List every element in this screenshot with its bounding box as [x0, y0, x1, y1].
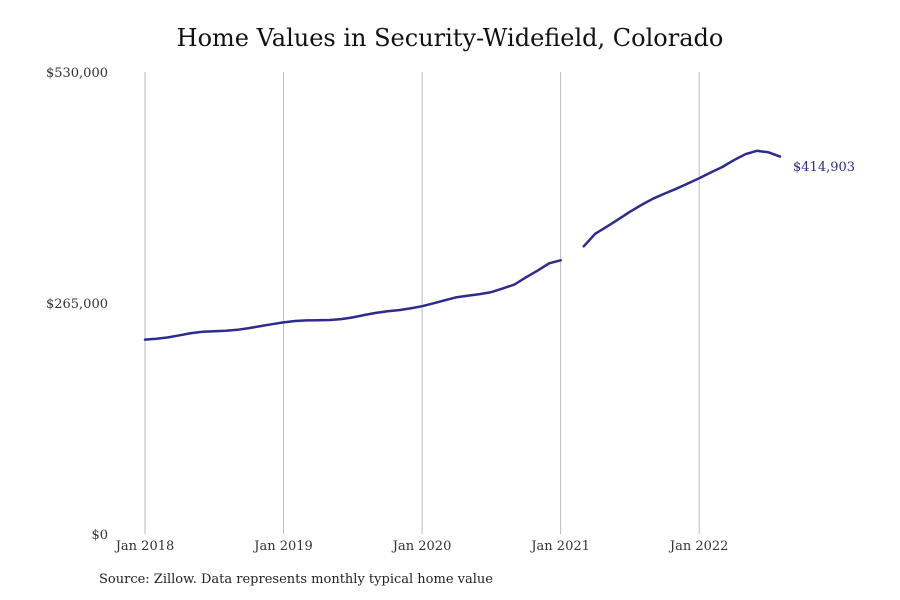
gridlines — [144, 72, 700, 534]
y-tick-label: $530,000 — [46, 66, 108, 81]
x-tick-label: Jan 2022 — [668, 539, 729, 554]
y-axis-ticks: $0 $265,000 $530,000 — [46, 66, 108, 543]
y-tick-label: $0 — [91, 528, 108, 543]
source-note: Source: Zillow. Data represents monthly … — [99, 572, 493, 587]
x-tick-label: Jan 2020 — [391, 539, 452, 554]
x-tick-label: Jan 2018 — [114, 539, 175, 554]
end-value-label: $414,903 — [793, 160, 855, 175]
x-axis-ticks: Jan 2018 Jan 2019 Jan 2020 Jan 2021 Jan 2022 — [114, 539, 729, 554]
series-home-values — [143, 149, 782, 341]
chart-title: Home Values in Security-Widefield, Color… — [176, 24, 724, 52]
x-tick-label: Jan 2019 — [252, 539, 313, 554]
end-value-label-group: $414,903 — [793, 160, 855, 175]
series-line-segment-1 — [582, 149, 782, 248]
series-line-segment-0 — [143, 259, 562, 341]
y-tick-label: $265,000 — [46, 297, 108, 312]
x-tick-label: Jan 2021 — [529, 539, 590, 554]
